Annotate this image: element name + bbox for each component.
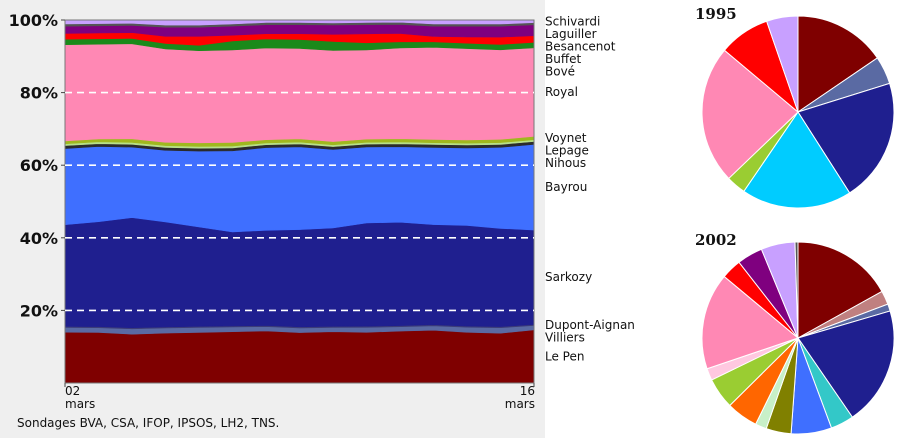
x-tick-day: 16 [520,384,535,398]
series-label-le-pen: Le Pen [545,349,584,363]
y-tick-label: 60% [20,156,58,175]
series-label-laguiller: Laguiller [545,27,597,41]
series-label-nihous: Nihous [545,156,586,170]
pie-1995 [701,15,895,209]
series-label-royal: Royal [545,85,578,99]
y-tick-label: 40% [20,229,58,248]
source-note: Sondages BVA, CSA, IFOP, IPSOS, LH2, TNS… [17,416,280,430]
pie-2002-slice-16 [794,241,799,339]
series-label-schivardi: Schivardi [545,14,600,28]
series-label-voynet: Voynet [545,131,587,145]
series-label-bayrou: Bayrou [545,180,587,194]
pie-2002-slice-4 [797,310,895,418]
pie-1995-slice-8 [766,15,799,113]
pie-2002-slice-12 [701,275,800,370]
pie-1995-slice-1 [797,15,879,113]
series-label-bove: Bové [545,64,575,78]
pie-1995-slice-6 [701,49,799,180]
pie-2002-slice-1 [797,241,883,339]
x-tick-day: 02 [65,384,80,398]
plot-frame [64,19,535,384]
area-le-pen [64,329,535,384]
series-label-villiers: Villiers [545,331,585,345]
series-label-besancenot: Besancenot [545,39,616,53]
pie-title-2002: 2002 [695,231,737,249]
series-label-dupont-aignan: Dupont-Aignan [545,318,635,332]
x-tick-month: mars [505,397,535,411]
series-label-lepage: Lepage [545,144,589,158]
x-tick-month: mars [65,397,95,411]
y-tick-label: 100% [9,11,58,30]
pie-2002 [701,241,895,435]
pie-1995-slice-3 [797,82,895,194]
y-tick-label: 80% [20,84,58,103]
series-label-buffet: Buffet [545,52,581,66]
pie-title-1995: 1995 [695,5,737,23]
pie-1995-slice-4 [743,111,851,209]
y-tick-label: 20% [20,301,58,320]
series-label-sarkozy: Sarkozy [545,270,592,284]
